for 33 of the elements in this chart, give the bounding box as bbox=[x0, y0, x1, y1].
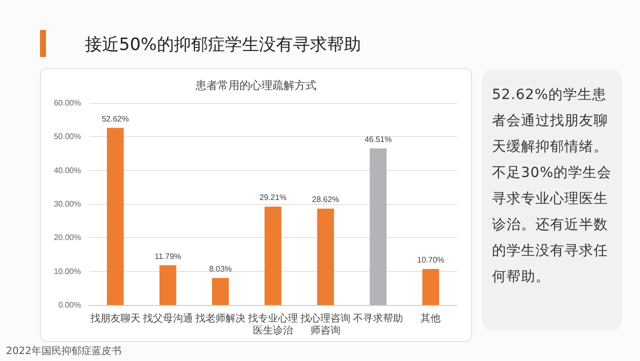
y-tick-label: 60.00% bbox=[54, 98, 81, 108]
data-label: 46.51% bbox=[364, 134, 392, 144]
y-tick-label: 10.00% bbox=[54, 266, 81, 276]
chart-title: 接近50%的抑郁症学生没有寻求帮助 bbox=[85, 34, 361, 56]
x-tick-label: 其他 bbox=[420, 312, 441, 324]
data-label: 10.70% bbox=[417, 255, 444, 264]
x-tick-label: 找专业心理医生诊治 bbox=[247, 312, 298, 336]
bar bbox=[159, 265, 176, 305]
bar bbox=[106, 128, 124, 305]
y-tick-label: 0.00% bbox=[58, 300, 81, 310]
chart-subtitle: 患者常用的心理疏解方式 bbox=[194, 79, 316, 92]
text: 52.62%的学生患者会通过找朋友聊天缓解抑郁情绪。 bbox=[492, 86, 609, 157]
bar bbox=[317, 208, 334, 305]
x-tick-label: 找老师解决 bbox=[194, 312, 246, 324]
data-label: 29.21% bbox=[259, 193, 287, 202]
x-tick-label: 找父母沟通 bbox=[142, 312, 193, 324]
text: 2022年国民抑郁症蓝皮书 bbox=[6, 344, 122, 358]
y-tick-label: 20.00% bbox=[54, 233, 81, 242]
bar bbox=[212, 278, 229, 305]
text: 不足30%的学生会寻求专业心理医生诊治。还有近半数的学生没有寻求任何帮助。 bbox=[492, 164, 612, 287]
data-label: 8.03% bbox=[209, 264, 232, 274]
y-tick-label: 50.00% bbox=[54, 132, 81, 142]
bar bbox=[422, 268, 440, 305]
data-label: 28.62% bbox=[312, 195, 340, 204]
bar bbox=[370, 148, 387, 305]
x-tick-label: 找朋友聊天 bbox=[89, 312, 140, 324]
x-tick-label: 找心理咨询师咨询 bbox=[300, 312, 351, 336]
data-label: 52.62% bbox=[102, 114, 129, 124]
data-label: 11.79% bbox=[154, 252, 182, 261]
x-tick-label: 不寻求帮助 bbox=[353, 312, 404, 324]
bar bbox=[264, 206, 282, 305]
y-tick-label: 40.00% bbox=[54, 166, 81, 175]
y-tick-label: 30.00% bbox=[54, 200, 81, 208]
